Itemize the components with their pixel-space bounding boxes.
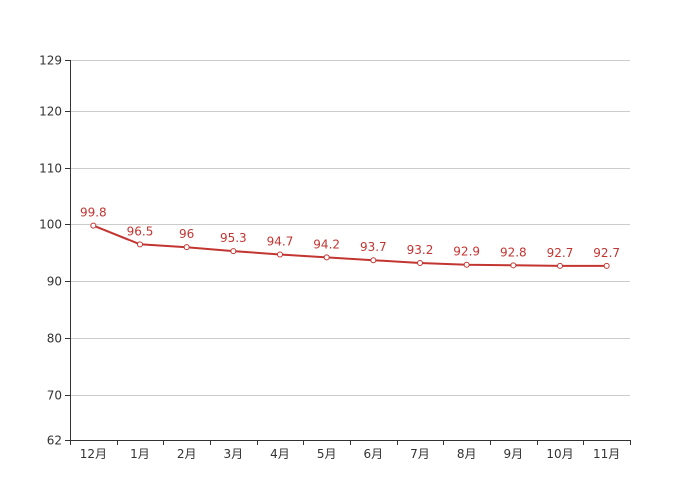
x-tick-label: 5月 <box>317 447 337 461</box>
data-point <box>277 251 283 258</box>
data-label: 99.8 <box>80 206 107 220</box>
data-label: 94.2 <box>313 237 340 251</box>
y-tick-label: 100 <box>39 218 62 232</box>
data-label: 92.9 <box>453 245 480 259</box>
data-label: 94.7 <box>267 235 294 249</box>
y-tick-label: 70 <box>47 389 62 403</box>
x-tick-label: 3月 <box>224 447 244 461</box>
y-tick-label: 90 <box>47 275 62 289</box>
data-point <box>557 262 563 269</box>
data-point <box>90 222 97 229</box>
data-label: 92.7 <box>547 246 574 260</box>
data-point <box>463 261 470 268</box>
x-axis: 12月 1月 2月 3月 4月 5月 6月 7月 8月 9月 10月 11月 <box>70 440 631 461</box>
data-label: 96 <box>179 227 194 241</box>
data-point <box>510 262 517 269</box>
y-tick-label: 129 <box>39 54 62 68</box>
x-tick-label: 7月 <box>410 447 430 461</box>
series-layer: 99.8 96.5 96 95.3 94.7 94.2 93.7 93.2 92.9 92.8 92… <box>80 206 620 269</box>
data-point <box>603 262 610 269</box>
x-tick-label: 8月 <box>457 447 477 461</box>
data-point <box>323 254 330 261</box>
data-point <box>370 257 377 264</box>
y-tick-label: 110 <box>39 162 62 176</box>
x-tick-label: 4月 <box>270 447 290 461</box>
y-tick-label: 120 <box>39 105 62 119</box>
data-label: 92.8 <box>500 245 527 259</box>
data-label: 93.7 <box>360 240 387 254</box>
data-point <box>230 248 237 255</box>
x-tick-label: 6月 <box>364 447 384 461</box>
x-tick-label: 11月 <box>593 447 620 461</box>
grid-lines <box>70 60 630 396</box>
data-point <box>417 260 423 267</box>
data-point <box>137 241 143 248</box>
data-label: 96.5 <box>127 224 154 238</box>
x-tick-label: 12月 <box>80 447 107 461</box>
data-label: 92.7 <box>593 246 620 260</box>
x-tick-label: 9月 <box>504 447 524 461</box>
x-tick-label: 2月 <box>177 447 197 461</box>
data-label: 95.3 <box>220 231 247 245</box>
y-tick-label: 80 <box>47 332 62 346</box>
y-tick-label: 62 <box>47 434 62 448</box>
y-axis: 62 70 80 90 100 110 120 129 <box>39 54 71 448</box>
x-tick-label: 1月 <box>130 447 150 461</box>
x-tick-label: 10月 <box>546 447 573 461</box>
data-label: 93.2 <box>407 243 434 257</box>
data-point <box>183 244 190 251</box>
series-line <box>92 224 607 267</box>
